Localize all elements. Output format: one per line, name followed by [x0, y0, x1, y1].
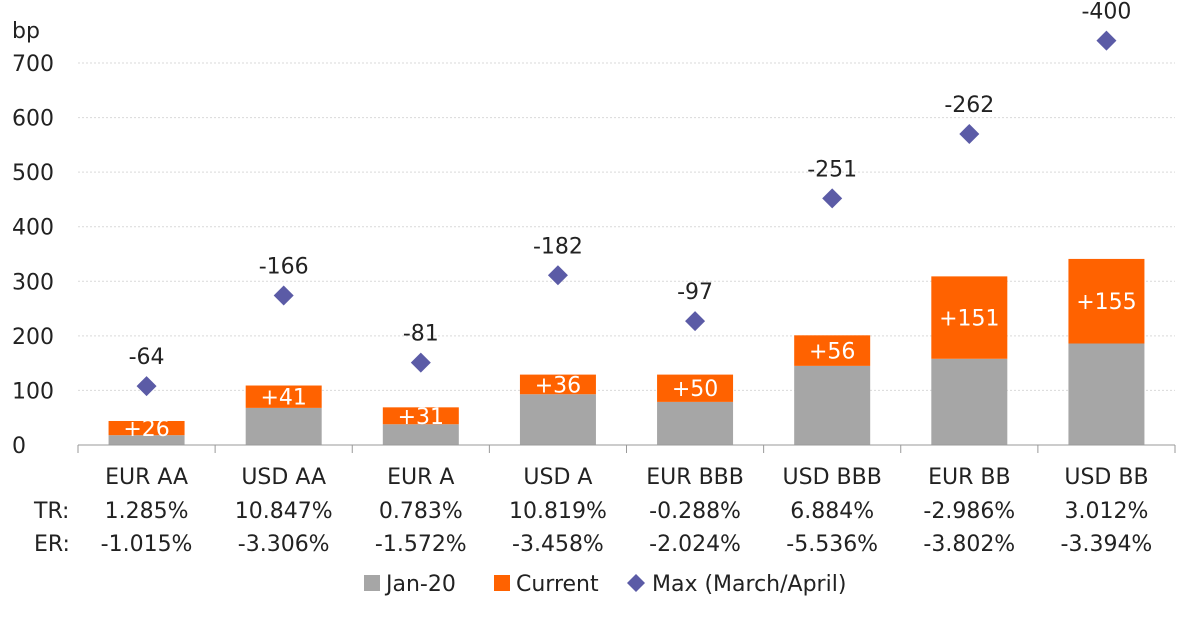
bar-jan20	[245, 407, 322, 445]
bar-current	[519, 374, 596, 395]
current-data-label: +155	[1076, 290, 1136, 315]
legend-label-jan20: Jan-20	[384, 572, 456, 597]
bar-current	[382, 407, 459, 425]
current-data-label: +50	[672, 377, 718, 402]
y-tick-label: 100	[12, 379, 54, 404]
max-marker	[136, 376, 157, 397]
axes: 0 100 200 300 400 500 600 700 bp TR: ER: EUR AA 1.28…	[12, 19, 1176, 557]
max-marker	[822, 188, 843, 209]
current-data-label: +36	[535, 373, 581, 398]
current-data-label: +56	[809, 340, 855, 365]
x-tick-label: USD BBB	[783, 465, 882, 490]
legend-swatch-max	[627, 574, 645, 592]
er-value: -1.572%	[375, 532, 467, 557]
bar-jan20	[931, 358, 1008, 445]
bar-jan20	[794, 365, 871, 445]
y-tick-label: 0	[12, 434, 26, 459]
y-tick-label: 500	[12, 161, 54, 186]
legend-swatch-jan20	[364, 575, 380, 591]
y-unit-label: bp	[12, 19, 40, 44]
tr-value: -0.288%	[649, 499, 741, 524]
x-tick-label: USD AA	[241, 465, 326, 490]
bar-current	[1068, 258, 1145, 344]
max-marker	[410, 352, 431, 373]
er-value: -2.024%	[649, 532, 741, 557]
legend-label-current: Current	[516, 572, 599, 597]
y-tick-label: 400	[12, 216, 54, 241]
max-data-label: -262	[944, 93, 994, 118]
current-data-label: +41	[260, 386, 306, 411]
tr-value: 6.884%	[790, 499, 874, 524]
tr-value: 3.012%	[1064, 499, 1148, 524]
legend-label-max: Max (March/April)	[652, 572, 846, 597]
current-data-label: +31	[398, 405, 444, 430]
bar-jan20	[657, 401, 734, 445]
max-data-label: -97	[677, 280, 713, 305]
er-value: -1.015%	[101, 532, 193, 557]
tr-row-label: TR:	[33, 499, 69, 524]
bar-current	[108, 420, 185, 436]
max-marker	[273, 285, 294, 306]
max-data-label: -81	[403, 322, 439, 347]
bar-current	[931, 276, 1008, 359]
bar-jan20	[519, 394, 596, 445]
bar-jan20	[382, 424, 459, 445]
x-tick-label: EUR BB	[928, 465, 1010, 490]
bar-current	[245, 385, 322, 408]
y-tick-label: 700	[12, 52, 54, 77]
x-tick-label: EUR AA	[105, 465, 188, 490]
max-marker	[685, 311, 706, 332]
legend: Jan-20 Current Max (March/April)	[364, 572, 846, 597]
data-labels: +26 -64 +41 -166 +31 -81 +36 -182 +50 -97 +56 -251 +…	[123, 0, 1136, 442]
er-value: -3.802%	[923, 532, 1015, 557]
x-tick-label: EUR BBB	[646, 465, 744, 490]
tr-value: 10.847%	[235, 499, 333, 524]
max-marker	[547, 265, 568, 286]
max-markers	[136, 30, 1117, 397]
er-row-label: ER:	[34, 532, 70, 557]
max-marker	[959, 123, 980, 144]
x-tick-label: USD A	[523, 465, 592, 490]
er-value: -3.458%	[512, 532, 604, 557]
tr-value: -2.986%	[923, 499, 1015, 524]
max-marker	[1096, 30, 1117, 51]
current-data-label: +26	[123, 417, 169, 442]
max-data-label: -64	[129, 345, 165, 370]
bar-current	[657, 374, 734, 402]
y-tick-label: 200	[12, 325, 54, 350]
legend-swatch-current	[494, 575, 510, 591]
y-tick-label: 600	[12, 107, 54, 132]
current-data-label: +151	[939, 307, 999, 332]
max-data-label: -400	[1081, 0, 1131, 25]
bars	[108, 258, 1145, 445]
bar-jan20	[1068, 343, 1145, 445]
er-value: -5.536%	[786, 532, 878, 557]
bar-jan20	[108, 435, 185, 445]
max-data-label: -251	[807, 157, 857, 182]
er-value: -3.306%	[238, 532, 330, 557]
gridlines	[78, 62, 1175, 391]
max-data-label: -182	[533, 234, 583, 259]
er-value: -3.394%	[1061, 532, 1153, 557]
y-tick-label: 300	[12, 270, 54, 295]
bar-current	[794, 335, 871, 366]
max-data-label: -166	[259, 254, 309, 279]
tr-value: 1.285%	[105, 499, 189, 524]
tr-value: 0.783%	[379, 499, 463, 524]
x-tick-label: USD BB	[1064, 465, 1148, 490]
tr-value: 10.819%	[509, 499, 607, 524]
x-tick-label: EUR A	[387, 465, 454, 490]
